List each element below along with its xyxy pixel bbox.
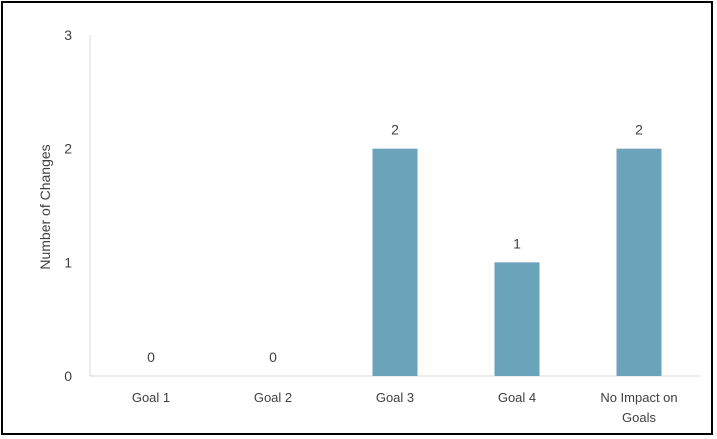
- bar: [494, 262, 540, 376]
- data-label: 1: [513, 235, 521, 251]
- bar: [372, 148, 418, 376]
- x-tick-label: Goal 4: [498, 390, 536, 405]
- y-axis: 0 1 2 3: [64, 27, 91, 384]
- x-tick-label: Goal 2: [254, 390, 292, 405]
- x-axis: Goal 1 Goal 2 Goal 3 Goal 4 No Impact on Goal…: [90, 375, 700, 425]
- x-tick-label: Goal 1: [132, 390, 170, 405]
- data-label: 2: [635, 122, 643, 138]
- bar: [616, 148, 662, 376]
- y-tick-label: 0: [64, 368, 72, 384]
- data-label: 0: [147, 349, 155, 365]
- data-labels: 0 0 2 1 2: [147, 122, 643, 365]
- y-axis-title: Number of Changes: [37, 144, 53, 269]
- y-tick-label: 1: [64, 254, 72, 270]
- x-tick-label: No Impact on: [600, 390, 677, 405]
- bars: [372, 148, 662, 376]
- data-label: 2: [391, 122, 399, 138]
- x-tick-label: Goals: [622, 410, 656, 425]
- data-label: 0: [269, 349, 277, 365]
- x-tick-label: Goal 3: [376, 390, 414, 405]
- y-tick-label: 3: [64, 27, 72, 43]
- y-tick-label: 2: [64, 141, 72, 157]
